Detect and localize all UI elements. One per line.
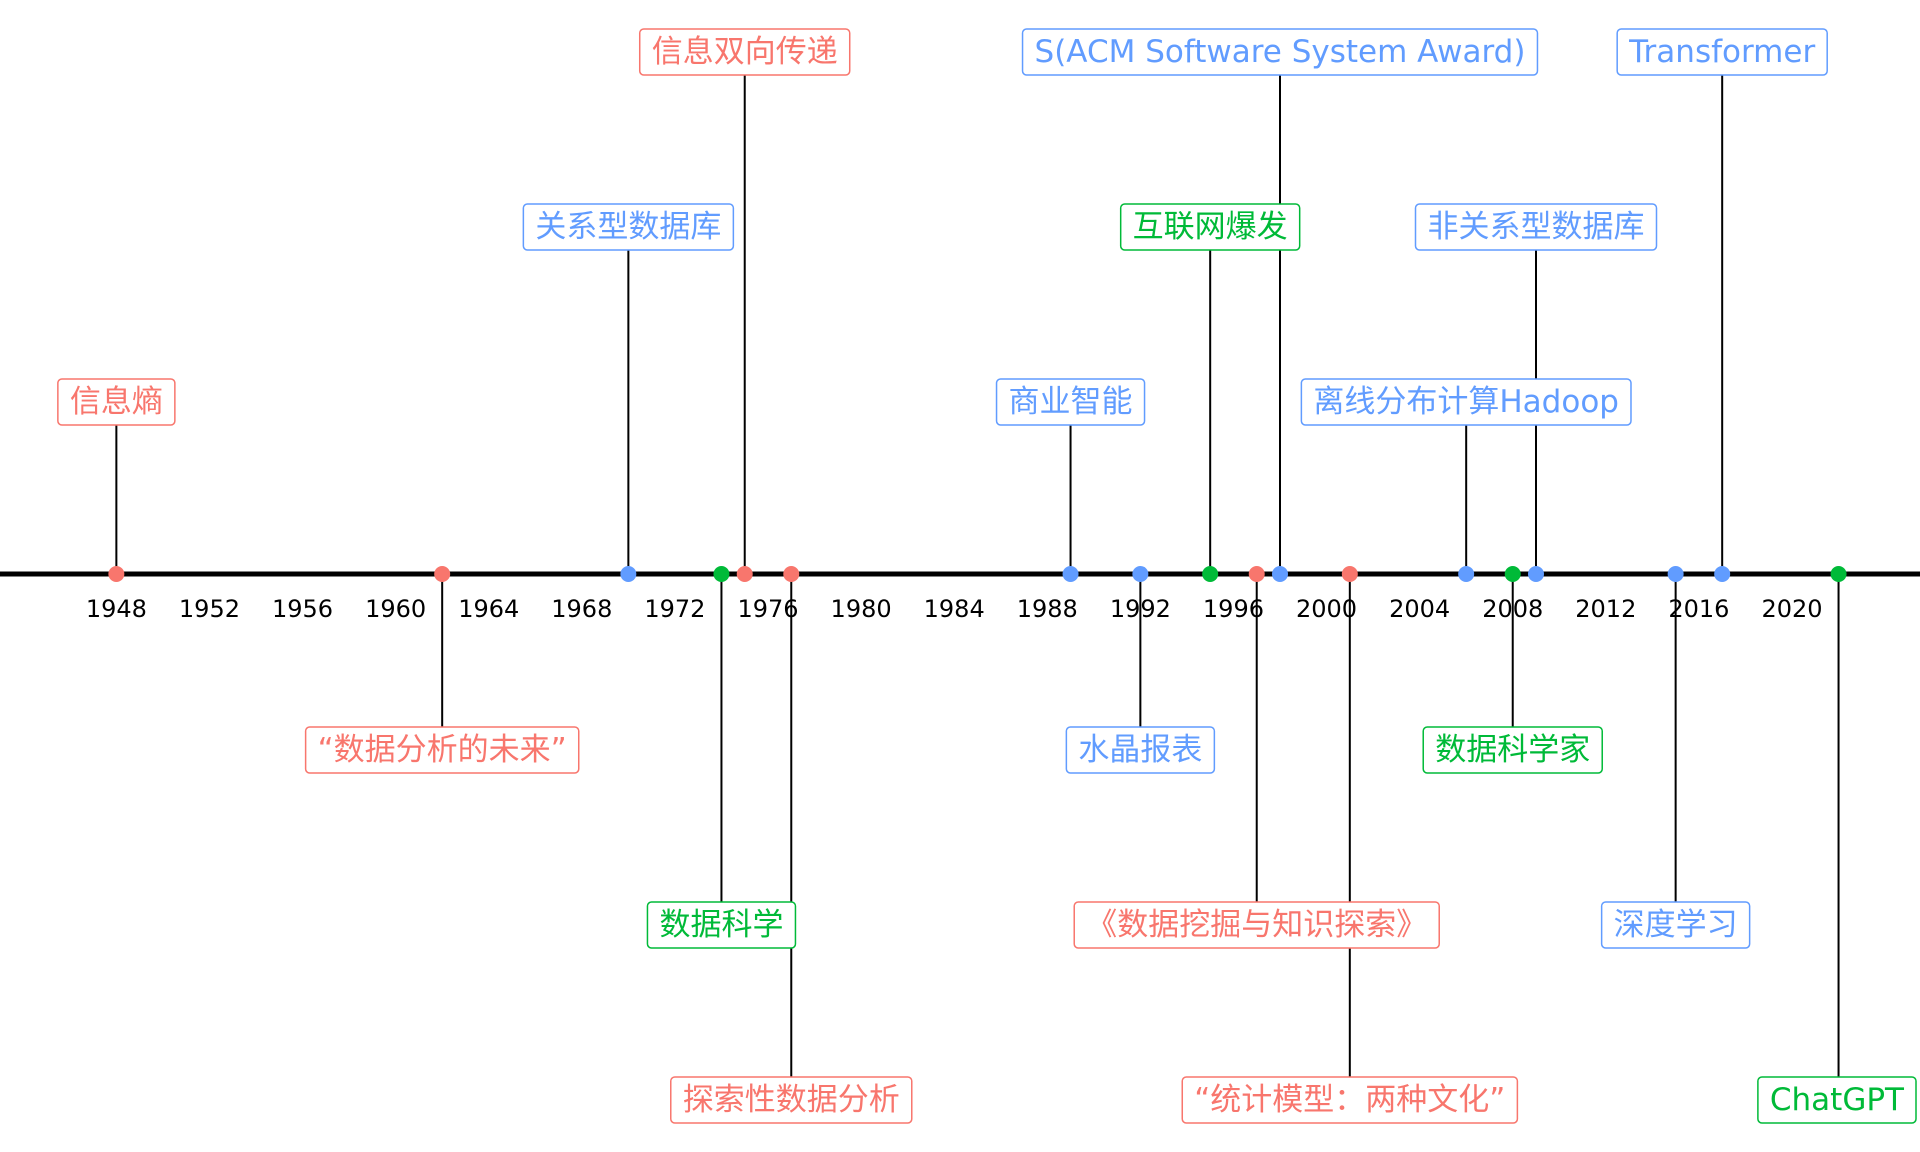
event-label-box (57, 378, 176, 426)
event-label: Transformer (1616, 28, 1828, 76)
event-label: 关系型数据库 (522, 203, 735, 251)
event-point (1132, 566, 1149, 582)
event-label: 非关系型数据库 (1414, 203, 1658, 251)
event-label-text: 数据科学 (659, 907, 783, 943)
event-label-text: 信息双向传递 (652, 34, 838, 70)
event-point (1062, 566, 1079, 582)
event-label: 水晶报表 (1065, 726, 1216, 774)
event-label-text: 关系型数据库 (535, 209, 721, 245)
event-label-text: 数据科学家 (1435, 732, 1590, 768)
event-label: 离线分布计算Hadoop (1300, 378, 1632, 426)
event-label-box (1119, 203, 1301, 251)
event-point (1714, 566, 1731, 582)
event-label-text: “统计模型：两种文化” (1194, 1082, 1505, 1118)
event-point (620, 566, 637, 582)
event-label-box (522, 203, 735, 251)
event-label-box (1021, 28, 1539, 76)
event-point (1667, 566, 1684, 582)
x-tick-label: 1996 (1203, 595, 1264, 623)
event-label: 数据科学家 (1422, 726, 1603, 774)
x-tick-label: 2020 (1761, 595, 1822, 623)
event-label-box (1757, 1076, 1917, 1124)
event-label-text: 商业智能 (1009, 384, 1133, 420)
event-label-text: 探索性数据分析 (683, 1082, 900, 1118)
event-label-text: S(ACM Software System Award) (1035, 34, 1526, 70)
event-point (434, 566, 451, 582)
event-label: 商业智能 (995, 378, 1146, 426)
event-label-text: 非关系型数据库 (1428, 209, 1645, 245)
event-label: 信息双向传递 (638, 28, 851, 76)
event-label-box (1300, 378, 1632, 426)
x-tick-label: 1980 (831, 595, 892, 623)
event-point (108, 566, 125, 582)
event-label-box (638, 28, 851, 76)
event-label: 深度学习 (1600, 901, 1751, 949)
x-tick-label: 1960 (365, 595, 426, 623)
event-point (713, 566, 730, 582)
event-label-box (646, 901, 797, 949)
x-tick-label: 2000 (1296, 595, 1357, 623)
x-tick-label: 1984 (924, 595, 985, 623)
event-label-text: 互联网爆发 (1133, 209, 1288, 245)
tick-labels-layer: 1948 1952 1956 1960 1964 1968 1972 1976 1980 1984… (86, 595, 1823, 623)
event-label-text: 《数据挖掘与知识探索》 (1086, 907, 1427, 943)
event-point (1830, 566, 1847, 582)
x-tick-label: 1956 (272, 595, 333, 623)
event-point (1272, 566, 1288, 582)
event-label: 数据科学 (646, 901, 797, 949)
event-point (1458, 566, 1475, 582)
event-point (736, 566, 753, 582)
event-label-box (1422, 726, 1603, 774)
x-tick-label: 1988 (1017, 595, 1078, 623)
event-label-box (1181, 1076, 1519, 1124)
x-tick-label: 1948 (86, 595, 147, 623)
x-tick-label: 1968 (551, 595, 612, 623)
x-tick-label: 2004 (1389, 595, 1450, 623)
event-label-box (995, 378, 1146, 426)
event-label: 探索性数据分析 (670, 1076, 913, 1124)
x-tick-label: 1952 (179, 595, 240, 623)
event-label-text: 水晶报表 (1078, 732, 1202, 768)
event-points-layer (108, 566, 1847, 582)
event-label-box (670, 1076, 913, 1124)
event-label: 《数据挖掘与知识探索》 (1073, 901, 1440, 949)
event-label-box (1073, 901, 1440, 949)
event-label: 互联网爆发 (1119, 203, 1301, 251)
event-label-box (1600, 901, 1751, 949)
event-label-text: ChatGPT (1770, 1082, 1905, 1118)
x-tick-label: 1976 (737, 595, 798, 623)
event-label-box (1065, 726, 1216, 774)
event-label-text: Transformer (1628, 34, 1815, 70)
x-tick-label: 2008 (1482, 595, 1543, 623)
stems-layer (115, 52, 1840, 1100)
event-point (1202, 566, 1219, 582)
x-tick-label: 1964 (458, 595, 519, 623)
event-point (1341, 566, 1358, 582)
event-point (1248, 566, 1265, 582)
event-point (783, 566, 800, 582)
x-tick-label: 1972 (644, 595, 705, 623)
event-label: 信息熵 (57, 378, 176, 426)
event-point (1528, 566, 1544, 582)
event-label-box (1414, 203, 1658, 251)
x-tick-label: 1992 (1110, 595, 1171, 623)
event-label: “数据分析的未来” (304, 726, 580, 774)
event-label-text: 深度学习 (1614, 907, 1738, 943)
event-label: S(ACM Software System Award) (1021, 28, 1539, 76)
event-label-text: 离线分布计算Hadoop (1313, 384, 1619, 420)
event-label-text: 信息熵 (70, 384, 163, 420)
event-label-text: “数据分析的未来” (318, 732, 567, 768)
event-label-box (1616, 28, 1828, 76)
event-label: “统计模型：两种文化” (1181, 1076, 1519, 1124)
event-label: ChatGPT (1757, 1076, 1917, 1124)
event-label-box (304, 726, 580, 774)
x-tick-label: 2016 (1668, 595, 1729, 623)
event-point (1504, 566, 1521, 582)
x-tick-label: 2012 (1575, 595, 1636, 623)
